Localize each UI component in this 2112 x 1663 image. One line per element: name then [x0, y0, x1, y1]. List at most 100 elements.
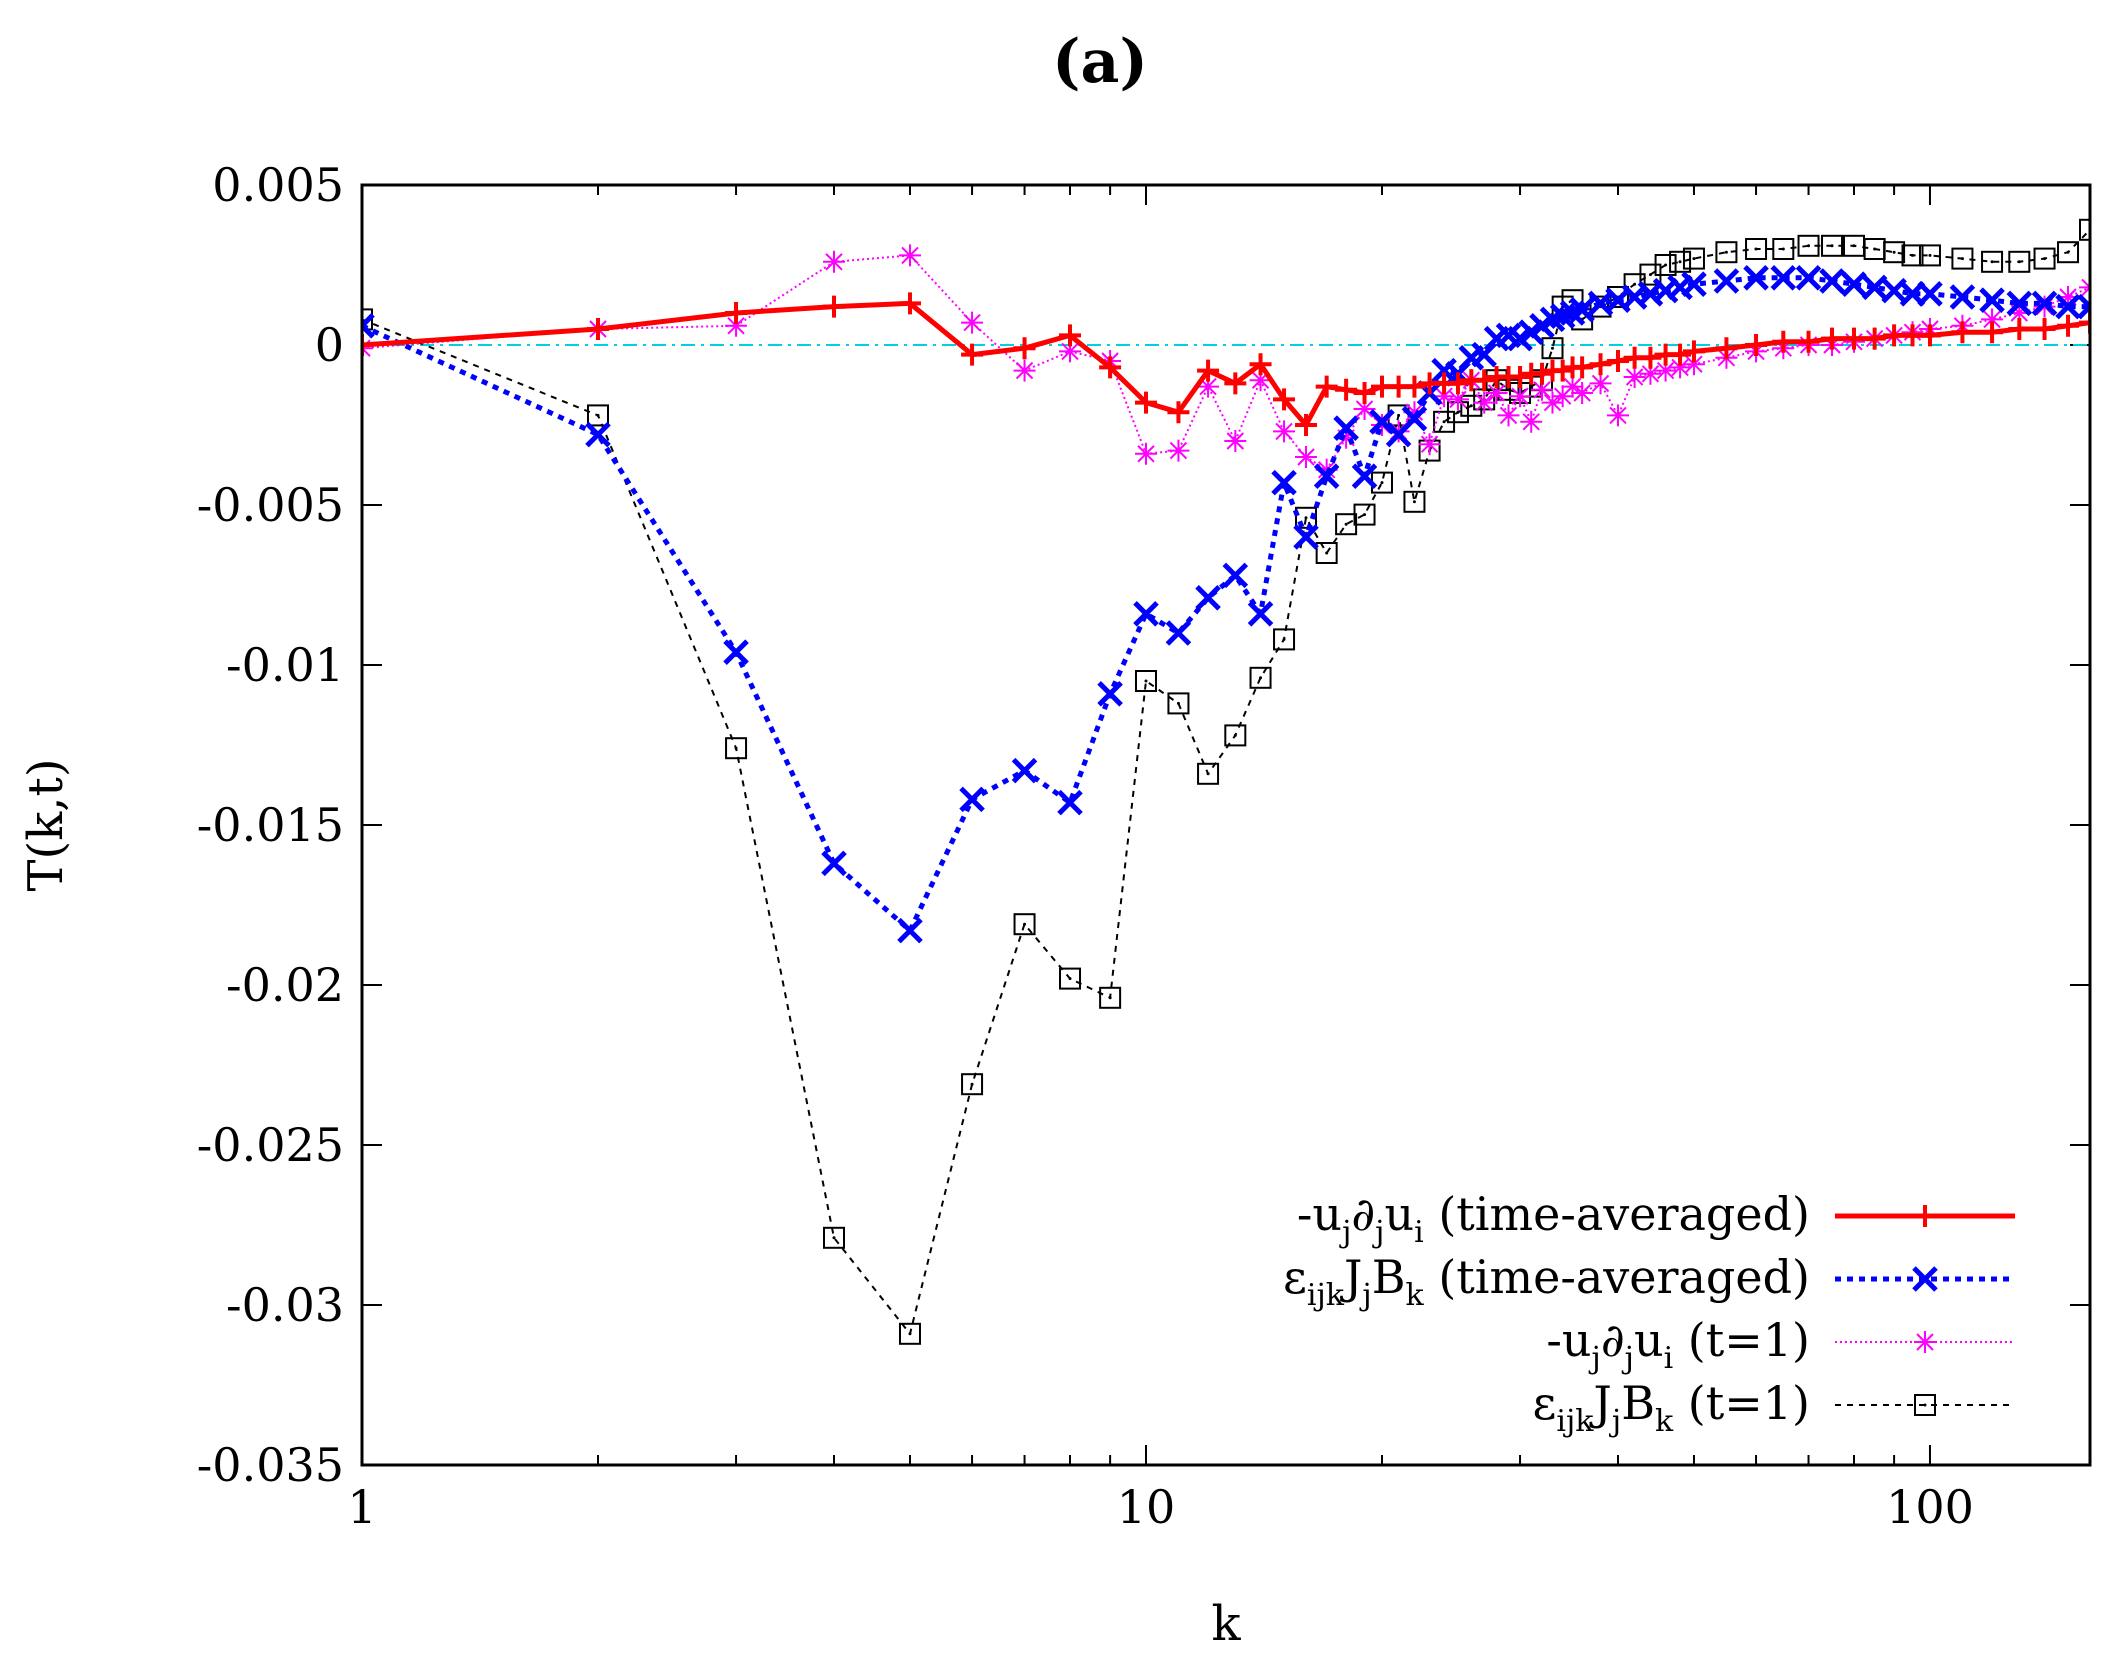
- data-point: [1224, 372, 1247, 395]
- legend-marker: [1914, 1394, 1936, 1416]
- data-point: [1099, 356, 1122, 379]
- data-point: [1273, 388, 1296, 411]
- data-point: [1797, 330, 1820, 353]
- data-point: [1520, 410, 1543, 433]
- data-point: [1745, 334, 1768, 356]
- data-point: [1403, 490, 1426, 513]
- data-point: [2033, 247, 2056, 270]
- data-point: [1295, 506, 1318, 529]
- data-point: [1682, 340, 1705, 363]
- data-point: [1059, 340, 1082, 363]
- data-point: [1842, 234, 1865, 257]
- y-axis: 0.005 0 -0.005 -0.01 -0.015 -0.02 -0.025 -0.03 -…: [197, 158, 2090, 1492]
- data-point: [1369, 409, 1395, 435]
- series-layer: [362, 218, 2090, 1345]
- data-point: [1654, 254, 1677, 276]
- data-point: [1917, 281, 1943, 307]
- data-point: [725, 314, 748, 337]
- data-point: [1918, 324, 1941, 347]
- data-point: [1249, 353, 1272, 376]
- data-point: [2077, 293, 2090, 320]
- data-point: [587, 318, 610, 340]
- data-point: [1273, 628, 1296, 651]
- data-point: [1335, 426, 1358, 449]
- legend-label: -uj∂jui (t=1): [1546, 1313, 1810, 1376]
- data-point: [1273, 420, 1296, 443]
- data-point: [1353, 398, 1376, 420]
- data-point: [961, 311, 984, 334]
- data-point: [2057, 314, 2080, 337]
- data-point: [1918, 244, 1941, 267]
- data-point: [1745, 238, 1768, 260]
- data-point: [1669, 343, 1692, 366]
- series-line: [362, 300, 2090, 428]
- data-point: [1335, 513, 1358, 536]
- data-point: [723, 639, 749, 665]
- data-point: [1059, 967, 1082, 990]
- legend-label: -uj∂jui (time-averaged): [1297, 1187, 1810, 1250]
- data-point: [1639, 346, 1662, 369]
- y-tick-label: -0.01: [226, 638, 344, 692]
- data-point: [823, 1226, 846, 1249]
- data-point: [1335, 378, 1358, 401]
- data-point: [1509, 385, 1532, 408]
- data-point: [1247, 601, 1274, 627]
- data-point: [1669, 356, 1692, 379]
- data-point: [1133, 601, 1159, 627]
- data-point: [1606, 350, 1629, 372]
- data-point: [1901, 244, 1924, 267]
- series-1: [362, 265, 2090, 944]
- data-point: [1654, 359, 1677, 382]
- data-point: [2055, 293, 2081, 320]
- data-point: [1333, 415, 1359, 441]
- data-point: [1981, 308, 2004, 331]
- data-point: [898, 1322, 921, 1345]
- data-point: [2079, 311, 2090, 334]
- data-point: [1059, 324, 1082, 347]
- data-point: [1981, 321, 2004, 344]
- data-point: [1353, 503, 1376, 526]
- data-point: [1883, 241, 1906, 264]
- series-line: [362, 254, 2090, 471]
- data-point: [1623, 366, 1646, 388]
- data-point: [1011, 757, 1038, 784]
- data-point: [1013, 913, 1036, 936]
- data-point: [1743, 265, 1769, 291]
- data-point: [1772, 330, 1795, 353]
- data-point: [1951, 247, 1974, 270]
- data-point: [821, 850, 847, 877]
- data-point: [2008, 302, 2031, 324]
- data-point: [1569, 297, 1595, 323]
- data-point: [585, 421, 611, 448]
- data-point: [1841, 271, 1867, 297]
- data-point: [1606, 404, 1629, 427]
- data-point: [1403, 401, 1426, 424]
- data-point: [1770, 265, 1797, 291]
- data-point: [898, 244, 921, 267]
- data-point: [362, 313, 375, 339]
- data-point: [1821, 234, 1844, 257]
- data-point: [1351, 463, 1378, 489]
- data-point: [1167, 401, 1190, 424]
- y-tick-label: 0.005: [212, 158, 344, 212]
- data-point: [1057, 789, 1083, 816]
- y-tick-label: 0: [315, 318, 344, 372]
- data-point: [1682, 353, 1705, 376]
- series-line: [362, 275, 2090, 934]
- data-point: [1446, 388, 1469, 411]
- data-point: [1097, 681, 1123, 707]
- data-point: [1681, 271, 1707, 297]
- data-point: [1981, 250, 2004, 273]
- data-point: [1165, 620, 1192, 646]
- data-point: [1821, 327, 1844, 350]
- plot-frame: [360, 183, 2092, 1467]
- data-point: [1682, 247, 1705, 270]
- data-point: [1639, 362, 1662, 385]
- data-point: [1797, 234, 1820, 257]
- data-point: [1669, 250, 1692, 273]
- data-point: [1551, 385, 1574, 408]
- data-point: [1571, 382, 1594, 404]
- data-point: [2008, 250, 2031, 273]
- data-point: [1295, 414, 1318, 436]
- data-point: [1819, 268, 1845, 294]
